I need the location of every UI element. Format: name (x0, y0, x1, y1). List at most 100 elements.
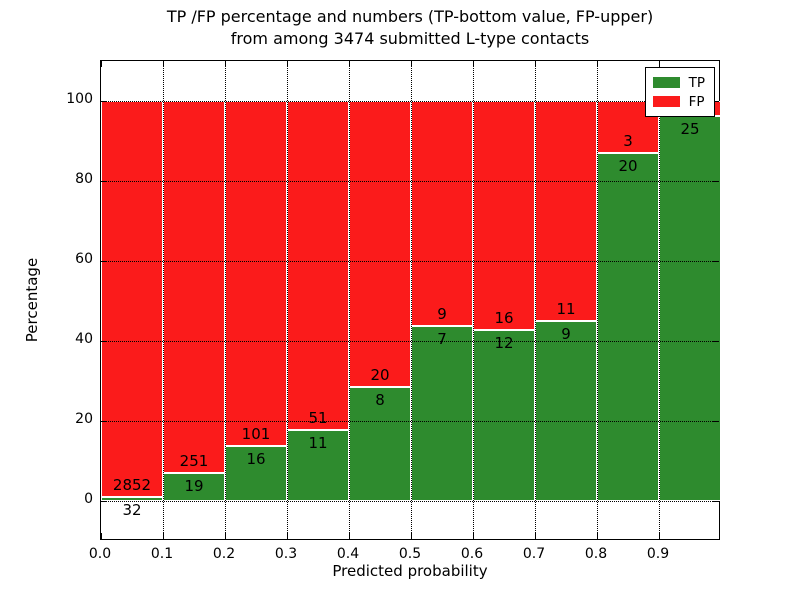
x-tick-mark (349, 533, 351, 539)
bar-segment-tp-1 (163, 472, 225, 501)
legend-label-tp: TP (688, 74, 705, 91)
x-tick-label-0.6: 0.6 (460, 546, 484, 562)
x-tick-mark (225, 533, 227, 539)
gridline-x-0.5 (411, 61, 412, 539)
bar-segment-fp-2 (225, 101, 287, 447)
tp-count-label-9: 25 (680, 120, 700, 139)
legend: TP FP (644, 67, 715, 117)
fp-count-label-6: 16 (494, 308, 514, 327)
bar-segment-fp-0 (101, 101, 163, 497)
bar-segment-tp-7 (535, 321, 597, 501)
bar-segment-fp-7 (535, 101, 597, 321)
x-tick-mark (287, 533, 289, 539)
legend-row-fp: FP (652, 92, 705, 111)
bar-segment-fp-6 (473, 101, 535, 330)
gridline-x-0.2 (225, 61, 226, 539)
tp-count-label-5: 7 (437, 330, 447, 348)
tp-count-label-2: 16 (246, 450, 266, 469)
fp-count-label-8: 3 (623, 132, 633, 151)
x-tick-label-0.8: 0.8 (584, 546, 608, 562)
y-tick-mark (713, 421, 719, 423)
x-tick-label-0.5: 0.5 (398, 546, 422, 562)
x-tick-mark (411, 533, 413, 539)
y-tick-mark (101, 101, 107, 103)
y-tick-mark (101, 341, 107, 343)
gridline-x-0.1 (163, 61, 164, 539)
gridline-x-0.3 (287, 61, 288, 539)
x-tick-label-0.3: 0.3 (274, 546, 298, 562)
y-tick-label-100: 100 (66, 91, 93, 107)
x-tick-mark (473, 533, 475, 539)
tp-count-label-4: 8 (375, 390, 385, 409)
legend-label-fp: FP (688, 93, 705, 110)
fp-count-label-7: 11 (556, 300, 576, 318)
x-axis-label: Predicted probability (332, 562, 488, 580)
chart-title: TP /FP percentage and numbers (TP-bottom… (20, 6, 800, 50)
bar-segment-tp-0 (101, 496, 163, 501)
y-tick-label-80: 80 (75, 171, 93, 187)
gridline-x-0.4 (349, 61, 350, 539)
bar-segment-tp-6 (473, 329, 535, 501)
gridline-y-0 (101, 501, 719, 502)
chart-title-line2: from among 3474 submitted L-type contact… (230, 29, 590, 48)
y-tick-mark (713, 261, 719, 263)
x-tick-label-0.2: 0.2 (212, 546, 236, 562)
x-tick-mark (597, 533, 599, 539)
x-tick-mark (287, 61, 289, 67)
bar-segment-fp-4 (349, 101, 411, 387)
x-tick-mark (659, 61, 661, 67)
x-tick-label-0.9: 0.9 (646, 546, 670, 562)
x-tick-mark (349, 61, 351, 67)
y-tick-mark (101, 421, 107, 423)
y-tick-label-60: 60 (75, 251, 93, 267)
legend-row-tp: TP (652, 73, 705, 92)
gridline-y-60 (101, 261, 719, 262)
fp-legend-swatch-icon (652, 96, 680, 107)
x-tick-mark (535, 61, 537, 67)
x-tick-mark (163, 61, 165, 67)
x-tick-mark (411, 61, 413, 67)
bar-segment-fp-1 (163, 101, 225, 473)
y-tick-mark (101, 501, 107, 503)
tp-count-label-0: 32 (122, 500, 142, 519)
x-tick-label-0.1: 0.1 (150, 546, 174, 562)
fp-count-label-3: 51 (308, 409, 328, 428)
y-tick-mark (713, 181, 719, 183)
gridline-x-0.6 (473, 61, 474, 539)
fp-count-label-2: 101 (241, 425, 271, 444)
y-tick-mark (101, 181, 107, 183)
plot-area: TP FP 2852 32 251 19 101 16 51 11 20 8 9 7 16 12 11 9 3 2… (100, 60, 721, 540)
gridline-x-0.7 (535, 61, 536, 539)
fp-count-label-0: 2852 (112, 475, 152, 494)
x-tick-mark (101, 61, 103, 67)
y-tick-label-0: 0 (84, 491, 93, 507)
chart-title-line1: TP /FP percentage and numbers (TP-bottom… (166, 7, 654, 26)
fp-count-label-4: 20 (370, 365, 390, 384)
gridline-y-100 (101, 101, 719, 102)
tp-legend-swatch-icon (652, 77, 680, 88)
x-tick-mark (101, 533, 103, 539)
x-tick-mark (597, 61, 599, 67)
bar-segment-tp-3 (287, 430, 349, 501)
bar-segment-fp-5 (411, 101, 473, 326)
y-axis-label: Percentage (23, 257, 41, 343)
x-tick-mark (659, 533, 661, 539)
x-tick-mark (225, 61, 227, 67)
bar-segment-tp-5 (411, 326, 473, 501)
tp-count-label-1: 19 (184, 476, 204, 495)
tp-count-label-7: 9 (561, 325, 571, 343)
y-tick-label-20: 20 (75, 411, 93, 427)
y-tick-mark (713, 341, 719, 343)
fp-count-label-1: 251 (179, 451, 209, 470)
x-tick-mark (473, 61, 475, 67)
gridline-y-40 (101, 341, 719, 342)
gridline-x-0.9 (659, 61, 660, 539)
x-tick-mark (535, 533, 537, 539)
gridline-x-0.8 (597, 61, 598, 539)
bar-segment-tp-9 (659, 116, 721, 501)
bar-segment-fp-3 (287, 101, 349, 431)
tp-count-label-3: 11 (308, 434, 328, 453)
y-tick-mark (101, 261, 107, 263)
x-tick-label-0.4: 0.4 (336, 546, 360, 562)
